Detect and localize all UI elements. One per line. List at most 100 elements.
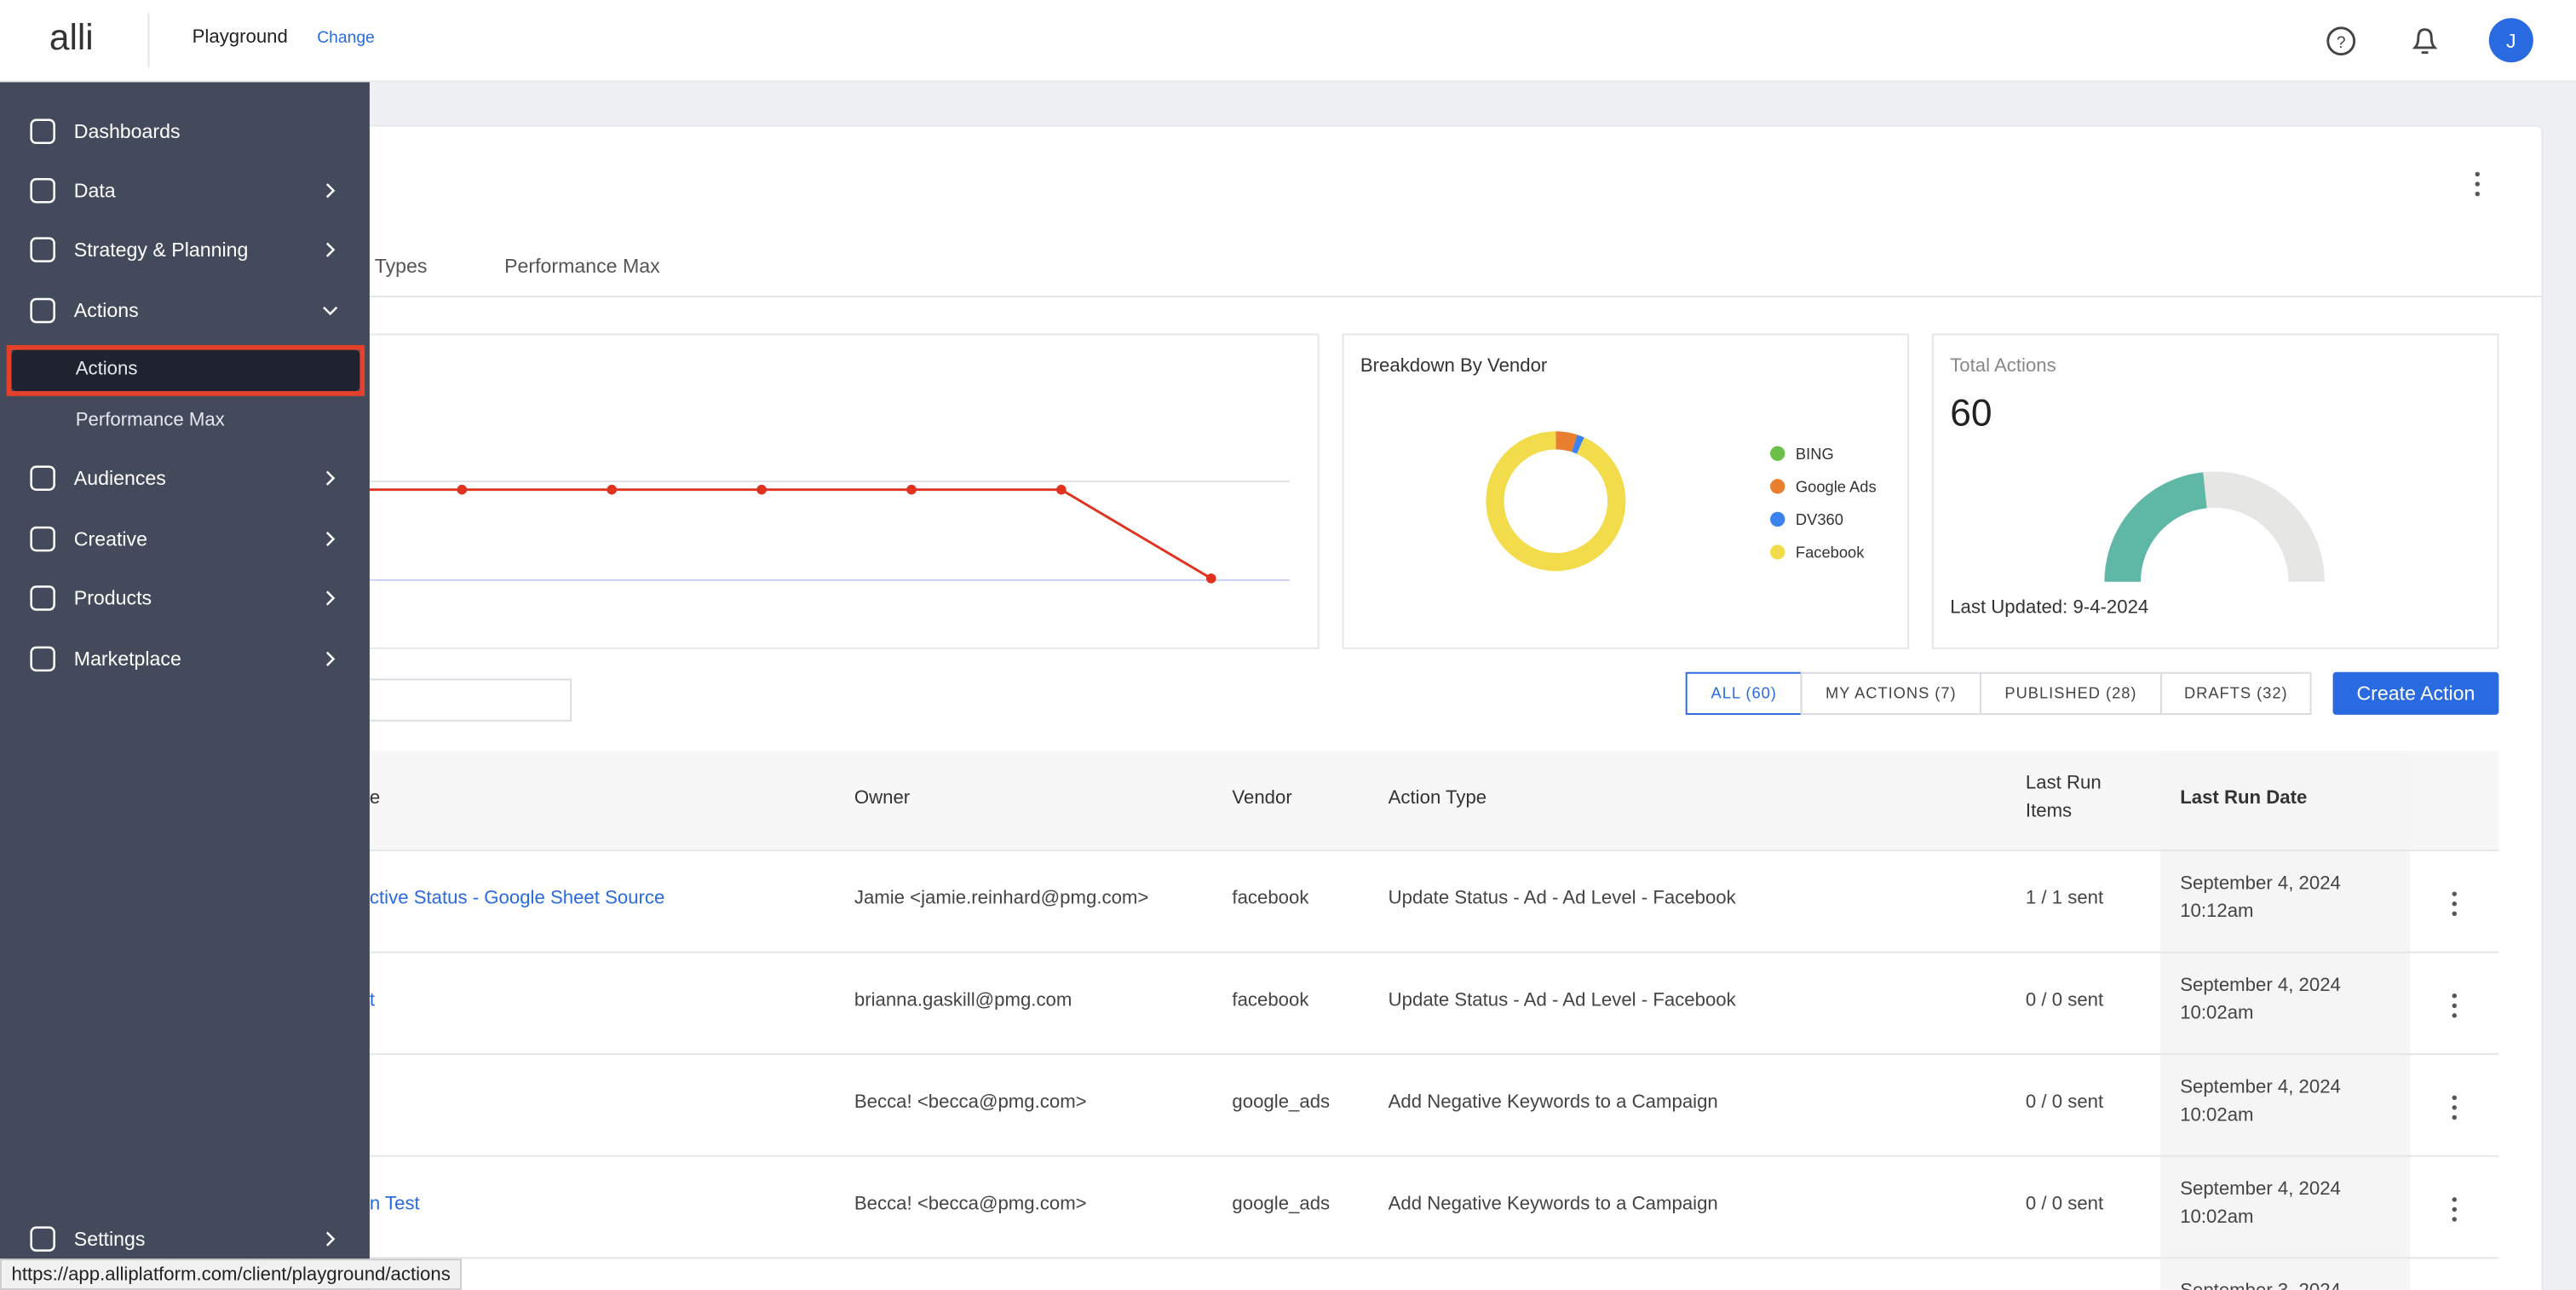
row-menu[interactable] xyxy=(2448,1092,2461,1122)
column-header[interactable]: Last Run Items xyxy=(2025,774,2102,822)
nav-item[interactable]: Settings xyxy=(73,1227,146,1251)
dot xyxy=(2452,901,2457,907)
nav-item[interactable]: Products xyxy=(73,586,152,610)
point xyxy=(906,484,917,495)
dot xyxy=(2452,891,2457,896)
nav-item[interactable]: Creative xyxy=(73,527,147,551)
dot xyxy=(2452,1013,2457,1018)
nav-item[interactable]: Data xyxy=(73,179,116,203)
tab-divider xyxy=(328,296,2544,298)
donut-slice xyxy=(1555,431,1578,452)
chevron xyxy=(325,590,336,606)
table-cell: Jamie <jamie.reinhard@pmg.com> xyxy=(854,889,1149,909)
point xyxy=(607,484,617,495)
filter-button[interactable]: PUBLISHED (28) xyxy=(1979,671,2162,715)
table-cell: September 3, 2024 xyxy=(2180,1278,2377,1290)
chevron-shape xyxy=(323,306,338,316)
dot xyxy=(2452,1206,2457,1212)
table-cell: 0 / 0 sent xyxy=(2025,1092,2104,1113)
nav-item[interactable]: Actions xyxy=(73,298,139,322)
nav-icon xyxy=(30,297,55,324)
nav-icon xyxy=(30,646,55,672)
nav-icon xyxy=(30,118,55,145)
legend-swatch xyxy=(1770,446,1785,461)
nav-item[interactable]: Marketplace xyxy=(73,647,181,671)
avatar[interactable]: J xyxy=(2488,18,2533,63)
row-menu[interactable] xyxy=(2448,889,2461,919)
column-header[interactable]: Action Type xyxy=(1388,788,1487,809)
svg-text:?: ? xyxy=(2337,34,2346,52)
table-cell: 0 / 0 sent xyxy=(2025,990,2104,1011)
action-name-link[interactable]: t xyxy=(369,990,376,1011)
tab[interactable]: Performance Max xyxy=(504,254,660,278)
icon-shape xyxy=(30,585,55,611)
table-cell: Becca! <becca@pmg.com> xyxy=(854,1092,1087,1113)
icon-shape xyxy=(30,646,55,672)
legend-swatch xyxy=(1770,544,1785,560)
table-cell: September 4, 2024 10:02am xyxy=(2180,1078,2341,1126)
table-cell: google_ads xyxy=(1232,1195,1331,1215)
chevron xyxy=(325,242,336,257)
logo[interactable]: alli xyxy=(49,16,94,58)
icon-shape xyxy=(30,465,55,491)
legend-swatch xyxy=(1770,511,1785,527)
chevron xyxy=(325,183,336,199)
filter-button[interactable]: MY ACTIONS (7) xyxy=(1800,671,1981,715)
icon-shape xyxy=(30,118,55,145)
table-cell: September 4, 2024 10:02am xyxy=(2180,1179,2341,1228)
column-header[interactable]: Owner xyxy=(854,788,911,809)
filter-button[interactable]: ALL (60) xyxy=(1685,671,1803,715)
column-header[interactable]: e xyxy=(369,788,381,809)
nav-item[interactable]: Dashboards xyxy=(73,119,181,143)
chevron xyxy=(323,306,338,316)
row-menu[interactable] xyxy=(2448,1195,2461,1224)
divider xyxy=(147,13,150,68)
table-cell: facebook xyxy=(1232,889,1309,909)
icon-shape xyxy=(30,526,55,552)
chevron-shape xyxy=(325,1231,336,1247)
legend-label: DV360 xyxy=(1796,510,1843,528)
top-bar: alli Playground Change ? J xyxy=(0,0,2576,83)
tab[interactable]: Types xyxy=(374,254,428,278)
sorted-column xyxy=(2160,751,2411,1290)
nav-icon xyxy=(30,177,55,204)
table-cell: Update Status - Ad - Ad Level - Facebook xyxy=(1388,889,1736,909)
table-cell: September 4, 2024 10:02am xyxy=(2180,976,2341,1024)
nav-sub-item[interactable]: Performance Max xyxy=(75,411,225,431)
column-header[interactable]: Last Run Date xyxy=(2180,788,2308,809)
notifications-icon[interactable] xyxy=(2406,23,2442,59)
legend-label: Google Ads xyxy=(1796,478,1877,496)
table-cell: 0 / 0 sent xyxy=(2025,1195,2104,1215)
nav-icon xyxy=(30,526,55,552)
total-gauge xyxy=(2104,471,2325,583)
table-header xyxy=(328,751,2499,850)
more-menu[interactable] xyxy=(2464,170,2491,199)
row-menu[interactable] xyxy=(2448,991,2461,1021)
point xyxy=(1056,484,1067,495)
gauge-fill xyxy=(2104,472,2208,583)
column-header[interactable]: Vendor xyxy=(1232,788,1292,809)
help-icon[interactable]: ? xyxy=(2323,23,2359,59)
chevron-shape xyxy=(325,590,336,606)
dot xyxy=(2452,1197,2457,1202)
nav-item[interactable]: Strategy & Planning xyxy=(73,238,249,262)
table-cell: facebook xyxy=(1232,990,1309,1011)
active-item xyxy=(11,349,360,391)
action-name-link[interactable]: n Test xyxy=(369,1195,420,1215)
row-divider xyxy=(328,1257,2499,1259)
nav-icon xyxy=(30,465,55,491)
legend-label: Facebook xyxy=(1796,544,1865,561)
filter-button[interactable]: DRAFTS (32) xyxy=(2160,671,2312,715)
create-action-button[interactable]: Create Action xyxy=(2332,671,2499,715)
vendor-card: Breakdown By Vendor xyxy=(1342,333,1909,649)
chevron-shape xyxy=(325,183,336,199)
chevron xyxy=(325,470,336,486)
icon-shape xyxy=(30,237,55,262)
dot xyxy=(2452,1003,2457,1008)
nav-sub-item[interactable]: Actions xyxy=(75,360,138,380)
nav-item[interactable]: Audiences xyxy=(73,466,166,490)
change-link[interactable]: Change xyxy=(317,29,375,48)
chevron xyxy=(325,531,336,547)
table-cell: brianna.gaskill@pmg.com xyxy=(854,990,1072,1011)
action-name-link[interactable]: ctive Status - Google Sheet Source xyxy=(369,889,665,909)
